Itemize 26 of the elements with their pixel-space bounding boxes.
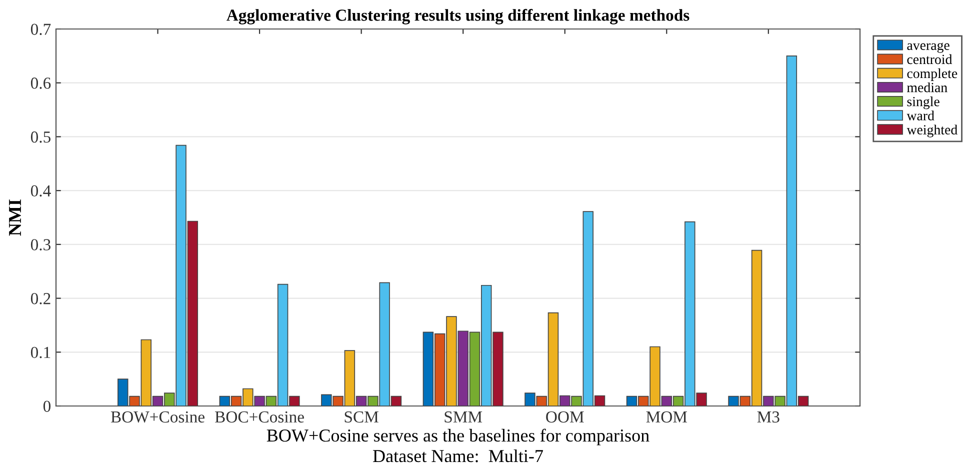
x-tick-label: M3 xyxy=(757,411,780,423)
y-tick-label: 0.3 xyxy=(30,239,50,250)
legend-label: complete xyxy=(907,68,958,81)
x-tick-label: BOW+Cosine xyxy=(110,411,204,423)
y-tick-label: 0.7 xyxy=(30,24,51,36)
y-tick-label: 0.4 xyxy=(30,185,51,197)
legend-label: ward xyxy=(906,110,934,120)
text: Dataset Name: Multi-7 xyxy=(373,449,543,462)
y-tick-label: 0.6 xyxy=(30,78,51,89)
y-tick-label: 0.5 xyxy=(30,131,50,143)
legend-label: single xyxy=(907,96,940,110)
y-axis-title: NMI xyxy=(9,200,21,236)
legend-label: average xyxy=(907,42,950,53)
chart-title: Agglomerative Clustering results using different linkage methods xyxy=(226,8,690,24)
x-tick-label: SMM xyxy=(444,411,482,423)
legend-label: median xyxy=(907,82,948,92)
y-tick-label: 0.1 xyxy=(30,346,50,358)
x-tick-label: OOM xyxy=(546,411,584,423)
x-tick-label: SCM xyxy=(344,411,378,423)
y-tick-label: 0 xyxy=(43,400,51,412)
legend-label: centroid xyxy=(907,54,952,64)
y-tick-label: 0.2 xyxy=(30,292,50,304)
x-tick-label: MOM xyxy=(646,411,687,423)
legend-label: weighted xyxy=(906,124,958,138)
x-axis-title: BOW+Cosine serves as the baselines for comparison xyxy=(266,428,650,446)
x-tick-label: BOC+Cosine xyxy=(215,411,304,423)
